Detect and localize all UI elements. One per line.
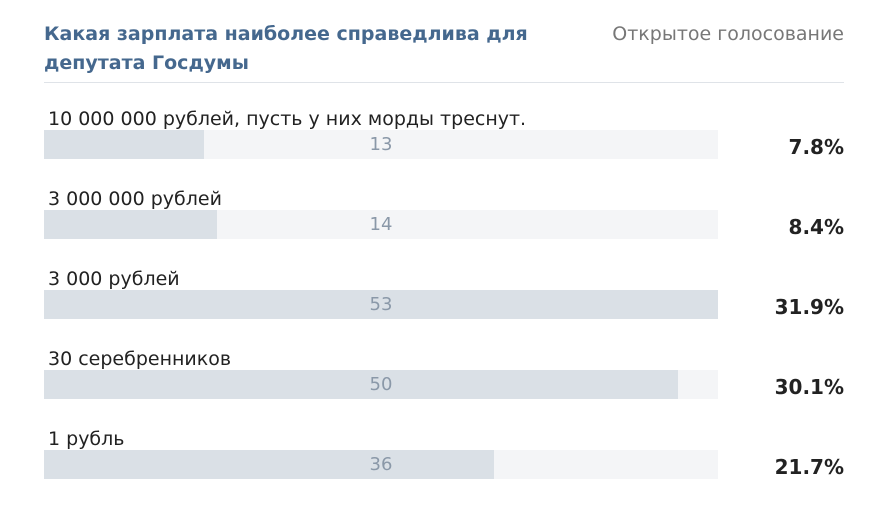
option-percent: 8.4% <box>788 215 844 239</box>
option-bar-track: 14 <box>44 210 718 239</box>
option-bar-track: 36 <box>44 450 718 479</box>
poll-option[interactable]: 3 000 рублей 53 31.9% <box>0 266 880 346</box>
option-label: 30 серебренников <box>48 348 232 370</box>
option-percent: 7.8% <box>788 135 844 159</box>
option-vote-count: 14 <box>369 214 393 235</box>
poll-option[interactable]: 1 рубль 36 21.7% <box>0 426 880 506</box>
option-bar-fill <box>44 130 204 159</box>
option-label: 3 000 рублей <box>48 268 180 290</box>
option-bar-fill <box>44 450 494 479</box>
option-percent: 30.1% <box>774 375 844 399</box>
option-bar-fill <box>44 370 678 399</box>
option-bar-fill <box>44 290 718 319</box>
poll-header: Какая зарплата наиболее справедлива для … <box>44 16 844 83</box>
option-label: 3 000 000 рублей <box>48 188 222 210</box>
option-vote-count: 53 <box>369 294 393 315</box>
option-vote-count: 13 <box>369 134 393 155</box>
poll-type-label: Открытое голосование <box>612 23 844 45</box>
option-bar-track: 53 <box>44 290 718 319</box>
option-bar-fill <box>44 210 218 239</box>
option-label: 1 рубль <box>48 428 125 450</box>
option-vote-count: 36 <box>369 454 393 475</box>
poll-title: Какая зарплата наиболее справедлива для … <box>44 23 528 74</box>
poll-option[interactable]: 10 000 000 рублей, пусть у них морды тре… <box>0 106 880 186</box>
option-vote-count: 50 <box>369 374 393 395</box>
option-label: 10 000 000 рублей, пусть у них морды тре… <box>48 108 527 130</box>
option-percent: 31.9% <box>774 295 844 319</box>
option-percent: 21.7% <box>774 455 844 479</box>
poll-option[interactable]: 30 серебренников 50 30.1% <box>0 346 880 426</box>
option-bar-track: 50 <box>44 370 718 399</box>
option-bar-track: 13 <box>44 130 718 159</box>
poll-option[interactable]: 3 000 000 рублей 14 8.4% <box>0 186 880 266</box>
